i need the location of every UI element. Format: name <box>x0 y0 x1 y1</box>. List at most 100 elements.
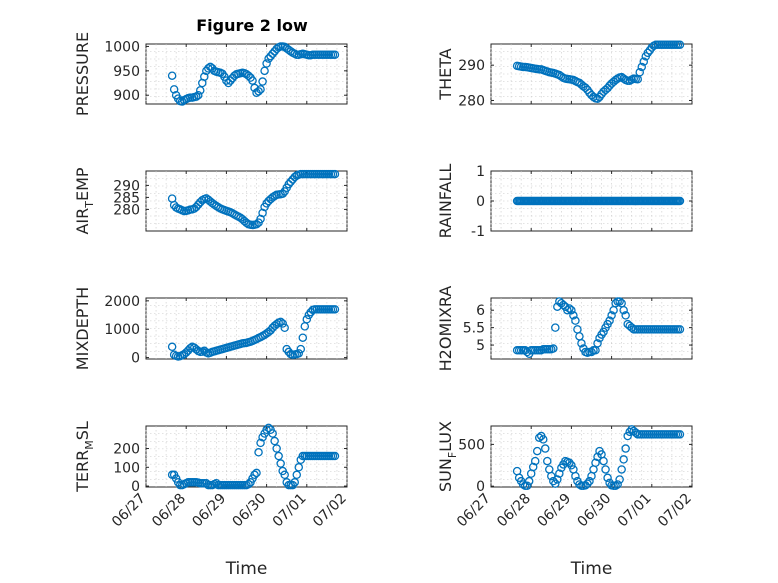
data-point <box>565 458 574 468</box>
x-tick-label: 06/27 <box>454 491 494 531</box>
data-point <box>254 448 263 457</box>
data-point <box>256 85 265 94</box>
y-tick-label: 5.5 <box>463 321 485 337</box>
y-axis-label: H2OMIXRA <box>436 286 455 372</box>
y-axis-label: PRESSURE <box>73 32 92 116</box>
data-point <box>611 298 620 308</box>
data-point <box>262 59 271 68</box>
x-tick-label: 07/01 <box>615 491 655 531</box>
data-point <box>541 444 550 453</box>
data-point <box>534 433 544 442</box>
data-point <box>272 444 281 453</box>
data-point <box>549 476 558 486</box>
data-point <box>643 48 653 58</box>
data-point <box>623 431 632 441</box>
x-tick-label: 07/02 <box>310 491 350 531</box>
data-point <box>200 72 209 81</box>
data-point <box>167 342 177 352</box>
data-point <box>599 327 608 337</box>
data-point <box>555 469 564 478</box>
y-axis-label: THETA <box>436 48 455 100</box>
data-series <box>167 423 340 490</box>
data-series <box>167 305 340 361</box>
data-point <box>575 480 584 489</box>
data-point <box>290 478 299 487</box>
y-tick-label: 1000 <box>104 322 140 338</box>
data-point <box>569 311 578 320</box>
y-tick-label: 290 <box>113 178 140 194</box>
data-point <box>280 470 289 480</box>
data-point <box>298 333 308 342</box>
x-axis-label: Time <box>225 559 268 579</box>
data-point <box>625 427 634 437</box>
data-point <box>330 50 340 59</box>
subplot-rainfall: -1 0 1 RAINFALL <box>436 164 693 240</box>
data-point <box>530 456 540 466</box>
y-tick-label: 200 <box>113 442 140 458</box>
data-point <box>567 305 576 315</box>
data-point <box>202 478 211 488</box>
data-point <box>169 85 179 94</box>
data-point <box>605 316 614 325</box>
data-point <box>571 471 580 481</box>
data-point <box>615 297 624 306</box>
x-tick-label: 06/30 <box>230 491 270 531</box>
data-point <box>250 470 259 480</box>
y-tick-label: 6 <box>476 303 485 319</box>
y-axis-label: RAINFALL <box>436 164 455 239</box>
data-point <box>262 425 271 435</box>
data-point <box>191 92 201 101</box>
data-point <box>639 57 649 66</box>
data-point <box>563 305 572 315</box>
x-tick-label: 06/29 <box>189 491 229 531</box>
data-point <box>589 92 598 102</box>
data-point <box>599 456 608 466</box>
data-point <box>528 462 538 472</box>
subplot-h2omixra: 55.5 6 H2OMIXRA <box>436 286 693 372</box>
y-tick-label: 290 <box>458 58 485 74</box>
data-point <box>185 343 195 353</box>
x-tick-label: 06/30 <box>575 491 615 531</box>
y-axis-label: SUNFLUX <box>436 421 459 492</box>
y-tick-label: 0 <box>476 194 485 210</box>
data-series <box>512 40 685 103</box>
data-point <box>603 473 612 483</box>
y-tick-label: 900 <box>113 88 140 104</box>
data-series <box>512 425 685 490</box>
data-point <box>278 189 287 199</box>
data-point <box>585 476 594 486</box>
data-point <box>565 304 574 313</box>
x-tick-label: 06/28 <box>494 491 534 531</box>
data-point <box>617 465 626 474</box>
y-tick-label: 5 <box>476 338 485 354</box>
y-tick-label: 2000 <box>104 294 140 310</box>
data-point <box>302 315 312 324</box>
grid-lines <box>145 298 348 359</box>
data-point <box>601 465 610 474</box>
data-point <box>280 323 289 333</box>
data-point <box>675 430 685 439</box>
data-point <box>258 77 267 86</box>
x-tick-label: 07/02 <box>655 491 695 531</box>
data-point <box>631 428 640 437</box>
data-point <box>244 479 253 489</box>
subplot-terr-msl: 06/27 06/28 06/29 06/30 07/01 07/02 0 100 200 TER… <box>73 421 350 579</box>
data-point <box>276 317 285 327</box>
data-point <box>571 316 580 325</box>
y-tick-label: 500 <box>458 437 485 453</box>
data-point <box>330 305 340 314</box>
data-point <box>278 319 287 328</box>
y-tick-label: 1000 <box>104 39 140 55</box>
data-point <box>522 347 532 357</box>
y-tick-label: 100 <box>113 460 140 476</box>
data-point <box>615 475 624 484</box>
y-tick-label: -1 <box>471 224 485 240</box>
data-point <box>593 339 602 348</box>
data-point <box>675 40 685 49</box>
data-point <box>549 344 558 353</box>
data-point <box>212 478 221 488</box>
data-point <box>621 311 630 320</box>
data-point <box>611 481 620 490</box>
